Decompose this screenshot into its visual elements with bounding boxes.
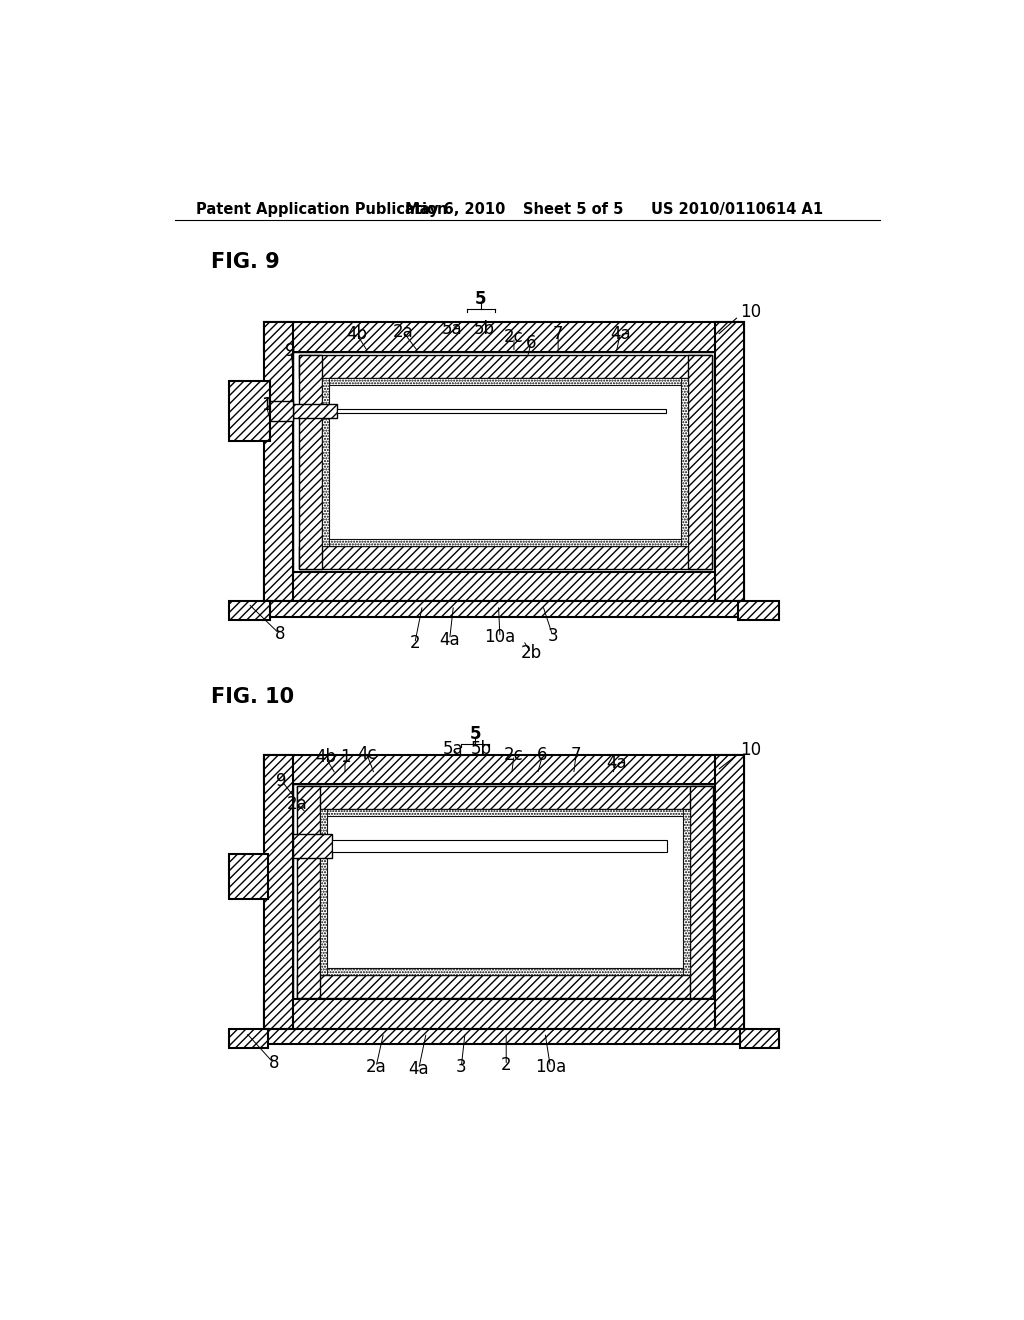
Bar (690, 785, 713, 998)
Text: 2a: 2a (287, 795, 307, 813)
Bar (299, 355, 322, 569)
Text: 5a: 5a (443, 741, 464, 758)
Text: 2a: 2a (393, 322, 414, 341)
Bar (299, 355, 712, 378)
Bar (321, 809, 690, 816)
Bar (337, 409, 666, 413)
Bar (263, 572, 744, 601)
Text: 5: 5 (475, 289, 486, 308)
Text: 8: 8 (274, 626, 285, 643)
Bar (683, 809, 690, 974)
Text: FIG. 9: FIG. 9 (211, 252, 280, 272)
Bar (263, 755, 744, 784)
Bar (322, 378, 329, 545)
Bar (263, 322, 293, 601)
Text: 9: 9 (276, 772, 287, 789)
Bar (263, 322, 744, 351)
Text: 4a: 4a (606, 754, 627, 772)
Text: 5b: 5b (474, 321, 495, 338)
Text: 5: 5 (469, 726, 481, 743)
Bar (328, 816, 683, 968)
Bar (740, 1028, 779, 1048)
Bar (297, 785, 321, 998)
Text: 2a: 2a (366, 1059, 386, 1076)
Bar (228, 601, 270, 620)
Bar (293, 351, 715, 572)
Text: 4a: 4a (409, 1060, 429, 1078)
Text: 4a: 4a (439, 631, 460, 648)
Text: 10a: 10a (535, 1059, 566, 1076)
Bar (263, 601, 744, 616)
Text: Sheet 5 of 5: Sheet 5 of 5 (523, 202, 624, 218)
Text: 6: 6 (538, 746, 548, 764)
Bar (263, 999, 744, 1028)
Text: 2: 2 (410, 635, 420, 652)
Text: 10: 10 (740, 741, 762, 759)
Text: 4b: 4b (346, 325, 368, 343)
Text: 1: 1 (261, 396, 271, 413)
Text: 3: 3 (548, 627, 558, 644)
Bar (263, 755, 293, 1028)
Text: 1: 1 (340, 748, 350, 767)
Bar (715, 755, 744, 1028)
Text: May 6, 2010: May 6, 2010 (406, 202, 506, 218)
Bar (681, 378, 688, 545)
Text: 5a: 5a (441, 321, 462, 338)
Text: 4b: 4b (315, 748, 336, 767)
Text: 2c: 2c (504, 746, 524, 764)
Bar (297, 785, 713, 809)
Text: US 2010/0110614 A1: US 2010/0110614 A1 (651, 202, 823, 218)
Text: 2: 2 (501, 1056, 512, 1074)
Text: FIG. 10: FIG. 10 (211, 688, 294, 708)
Text: 7: 7 (570, 746, 582, 764)
Bar (228, 381, 270, 441)
Bar (332, 840, 668, 853)
Bar (293, 834, 332, 858)
Text: 4a: 4a (610, 325, 631, 343)
Bar (715, 322, 744, 601)
Bar (322, 378, 688, 385)
Text: 2c: 2c (504, 329, 524, 346)
Text: 4c: 4c (357, 744, 377, 763)
Text: 8: 8 (268, 1055, 279, 1072)
Bar (321, 968, 690, 974)
Bar (738, 601, 779, 620)
Bar (263, 1028, 744, 1044)
Bar (297, 974, 713, 998)
Bar (322, 539, 688, 545)
Bar (263, 401, 293, 421)
Text: 6: 6 (525, 334, 537, 352)
Text: 2b: 2b (520, 644, 542, 661)
Text: 10: 10 (740, 304, 762, 321)
Text: 7: 7 (553, 325, 563, 343)
Text: 9: 9 (286, 342, 296, 360)
Text: 10a: 10a (484, 628, 516, 647)
Bar (293, 784, 715, 999)
Bar (228, 1028, 267, 1048)
Text: 3: 3 (456, 1059, 467, 1076)
Text: 5b: 5b (471, 741, 492, 758)
Bar (299, 545, 712, 569)
Text: Patent Application Publication: Patent Application Publication (197, 202, 447, 218)
Bar (329, 385, 681, 539)
Bar (293, 404, 337, 418)
Bar (321, 809, 328, 974)
Bar (228, 854, 267, 899)
Bar (688, 355, 712, 569)
